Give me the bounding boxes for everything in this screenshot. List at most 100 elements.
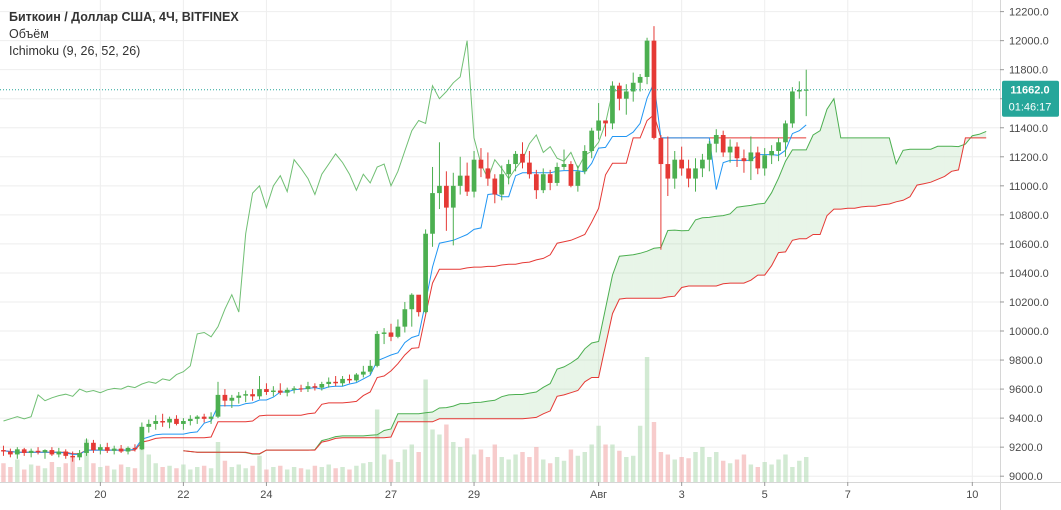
- candle: [167, 416, 172, 429]
- price-axis-label: 9000.0: [1009, 471, 1043, 483]
- candle: [589, 127, 595, 159]
- volume-bar: [105, 465, 110, 482]
- candle-body: [672, 159, 678, 179]
- candle: [312, 383, 318, 391]
- candle-body: [520, 153, 525, 163]
- cloud-segment: [764, 192, 772, 276]
- candle: [160, 413, 165, 427]
- cloud-segment: [557, 366, 565, 397]
- volume-bars: [1, 357, 809, 482]
- volume-bar: [478, 449, 484, 482]
- volume-bar: [160, 467, 165, 482]
- candle-body: [388, 332, 394, 337]
- candle-body: [236, 395, 242, 398]
- candle-body: [720, 135, 726, 153]
- candle-body: [582, 150, 588, 172]
- volume-bar: [554, 457, 560, 482]
- candle-body: [748, 152, 754, 162]
- volume-bar: [547, 463, 553, 482]
- candle-body: [741, 158, 747, 162]
- candle-body: [381, 332, 387, 334]
- cloud-segment: [494, 396, 502, 419]
- candle: [485, 152, 491, 186]
- chikou-span-line: [3, 40, 627, 422]
- candle-body: [167, 418, 172, 423]
- time-axis-label: 5: [762, 489, 768, 501]
- candle-body: [430, 193, 435, 234]
- candle: [727, 139, 733, 163]
- candle-body: [762, 155, 768, 169]
- candle: [298, 384, 304, 392]
- cloud-segment: [667, 230, 675, 297]
- volume-bar: [84, 439, 89, 482]
- volume-bar: [91, 463, 96, 482]
- volume-bar: [319, 467, 325, 482]
- candle: [769, 145, 774, 165]
- candle: [693, 158, 698, 192]
- volume-bar: [644, 357, 650, 482]
- cloud-segment: [854, 137, 862, 209]
- cloud-segment: [570, 358, 578, 393]
- candle-body: [277, 390, 283, 393]
- price-axis-label: 9600.0: [1009, 384, 1043, 396]
- ichimoku-indicator-label[interactable]: Ichimoku (9, 26, 52, 26): [9, 44, 141, 58]
- candle-body: [423, 233, 428, 313]
- candle: [492, 174, 498, 204]
- bar-countdown: 01:46:17: [1009, 102, 1052, 114]
- cloud-segment: [591, 341, 599, 378]
- senkou-span-b-line: [183, 137, 987, 455]
- candle: [395, 319, 401, 339]
- cloud-segment: [688, 219, 696, 287]
- volume-bar: [271, 467, 276, 482]
- candle-body: [56, 451, 62, 455]
- candle-body: [658, 137, 664, 165]
- candle-body: [485, 168, 491, 179]
- candle: [21, 447, 27, 456]
- candle: [437, 142, 442, 210]
- candle-body: [49, 450, 55, 455]
- candle: [8, 448, 13, 458]
- volume-bar: [333, 468, 338, 482]
- volume-bar: [734, 459, 740, 482]
- candle-body: [644, 40, 650, 77]
- candle-body: [506, 164, 512, 175]
- cloud-segment: [453, 403, 461, 419]
- price-axis-label: 10600.0: [1009, 239, 1049, 251]
- time-axis-label: Авг: [590, 489, 607, 501]
- volume-bar: [222, 460, 228, 482]
- volume-indicator-label[interactable]: Объём: [9, 27, 49, 41]
- cloud-segment: [979, 131, 987, 138]
- candle: [603, 120, 608, 137]
- volume-bar: [444, 424, 449, 482]
- cloud-segment: [799, 149, 807, 239]
- candle-body: [533, 174, 539, 191]
- candle-body: [14, 449, 20, 455]
- price-axis-label: 11400.0: [1009, 123, 1048, 135]
- time-axis: 20 22 24 27 29 Авг 3 5 7 10: [94, 482, 978, 501]
- symbol-title[interactable]: Биткоин / Доллар США, 4Ч, BITFINEX: [9, 10, 239, 24]
- candle-body: [97, 447, 103, 451]
- price-axis-label: 12000.0: [1009, 36, 1049, 48]
- candle: [720, 130, 726, 157]
- candle-body: [70, 455, 76, 458]
- cloud-segment: [833, 98, 841, 210]
- candle-body: [271, 390, 276, 392]
- candle-body: [347, 378, 352, 381]
- candle: [658, 135, 664, 250]
- volume-bar: [679, 457, 684, 482]
- candle-body: [243, 394, 249, 396]
- cloud-segment: [743, 205, 751, 284]
- candle: [478, 148, 484, 178]
- candle: [506, 159, 512, 185]
- cloud-segment: [930, 146, 938, 183]
- volume-bar: [215, 442, 221, 482]
- volume-bar: [167, 465, 172, 482]
- volume-bar: [354, 465, 359, 482]
- volume-bar: [769, 464, 774, 482]
- candle: [527, 150, 532, 179]
- volume-bar: [776, 459, 781, 482]
- candle: [35, 447, 41, 455]
- candles: [1, 26, 809, 462]
